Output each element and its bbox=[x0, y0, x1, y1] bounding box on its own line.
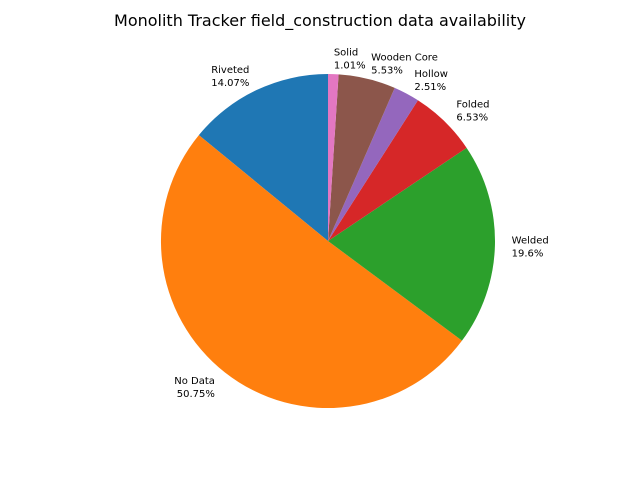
pie-slice-riveted bbox=[198, 74, 328, 241]
slice-category-label: Hollow bbox=[414, 69, 448, 80]
slice-percent-label: 6.53% bbox=[456, 113, 488, 124]
slice-label-welded: Welded 19.6% bbox=[512, 235, 549, 259]
pie-slice-folded bbox=[328, 100, 467, 241]
slice-label-solid: Solid 1.01% bbox=[334, 47, 366, 71]
pie-slice-solid bbox=[328, 74, 339, 241]
slice-percent-label: 5.53% bbox=[371, 65, 403, 76]
pie-slices bbox=[160, 74, 495, 409]
pie-slice-hollow bbox=[328, 87, 418, 242]
slice-category-label: Welded bbox=[512, 235, 549, 246]
chart-title: Monolith Tracker field_construction data… bbox=[114, 11, 526, 31]
slice-percent-label: 14.07% bbox=[211, 78, 249, 89]
slice-label-folded: Folded 6.53% bbox=[456, 100, 489, 124]
slice-labels: Riveted 14.07% No Data 50.75% Welded 19.6% Fol… bbox=[174, 47, 548, 399]
slice-percent-label: 50.75% bbox=[177, 389, 215, 400]
slice-percent-label: 2.51% bbox=[414, 82, 446, 93]
slice-percent-label: 19.6% bbox=[512, 248, 544, 259]
pie-slice-wooden-core bbox=[328, 74, 395, 241]
slice-category-label: Wooden Core bbox=[371, 52, 438, 63]
pie-slice-no-data bbox=[160, 135, 462, 409]
slice-label-hollow: Hollow 2.51% bbox=[414, 69, 448, 93]
slice-category-label: Solid bbox=[334, 47, 358, 58]
slice-label-wooden-core: Wooden Core 5.53% bbox=[371, 52, 438, 76]
slice-category-label: Riveted bbox=[211, 65, 249, 76]
slice-label-no-data: No Data 50.75% bbox=[174, 376, 215, 400]
pie-slice-welded bbox=[328, 147, 495, 341]
slice-percent-label: 1.01% bbox=[334, 60, 366, 71]
slice-category-label: No Data bbox=[174, 376, 215, 387]
slice-category-label: Folded bbox=[456, 100, 489, 111]
slice-label-riveted: Riveted 14.07% bbox=[211, 65, 249, 89]
